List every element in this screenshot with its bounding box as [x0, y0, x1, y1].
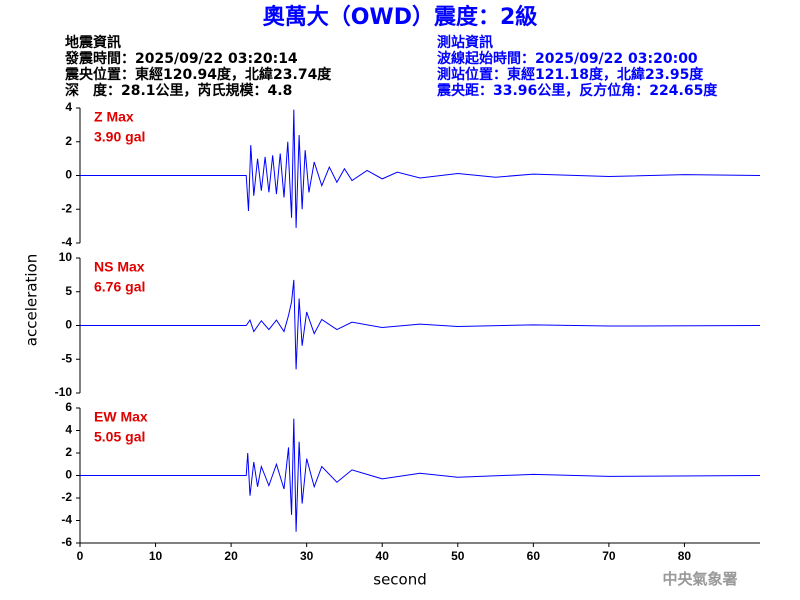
info-right: 震央距：33.96公里，反方位角：224.65度 — [436, 82, 718, 99]
y-tick-label: 0 — [65, 168, 72, 182]
max-label: NS Max — [94, 259, 145, 275]
info-left: 地震資訊 — [65, 34, 121, 51]
info-left: 深 度：28.1公里，芮氏規模：4.8 — [65, 82, 292, 99]
y-tick-label: 6 — [65, 400, 72, 414]
y-tick-label: -4 — [61, 513, 72, 527]
y-tick-label: 0 — [65, 318, 72, 332]
y-tick-label: -5 — [61, 351, 72, 365]
info-right: 測站資訊 — [437, 34, 493, 51]
y-tick-label: 2 — [65, 134, 72, 148]
max-label: Z Max — [94, 109, 134, 125]
y-tick-label: -4 — [61, 235, 72, 249]
y-tick-label: -2 — [61, 201, 72, 215]
x-tick-label: 60 — [527, 549, 541, 563]
y-tick-label: 4 — [65, 100, 72, 114]
max-label: 5.05 gal — [94, 429, 145, 445]
x-tick-label: 40 — [376, 549, 390, 563]
x-tick-label: 30 — [300, 549, 314, 563]
y-tick-label: 5 — [65, 284, 72, 298]
y-tick-label: 10 — [59, 250, 73, 264]
y-tick-label: -6 — [61, 535, 72, 549]
x-tick-label: 10 — [149, 549, 163, 563]
max-label: 3.90 gal — [94, 129, 145, 145]
x-tick-label: 70 — [602, 549, 616, 563]
y-tick-label: 2 — [65, 445, 72, 459]
waveform — [80, 279, 761, 370]
footer: 中央氣象署 — [662, 570, 737, 588]
y-tick-label: -10 — [55, 385, 73, 399]
x-tick-label: 50 — [451, 549, 465, 563]
info-left: 震央位置：東經120.94度，北緯23.74度 — [64, 66, 332, 83]
info-right: 測站位置：東經121.18度，北緯23.95度 — [437, 66, 704, 83]
y-tick-label: -2 — [61, 490, 72, 504]
waveform — [80, 418, 761, 532]
y-axis-label: acceleration — [23, 254, 41, 346]
x-tick-label: 0 — [77, 549, 84, 563]
x-tick-label: 20 — [224, 549, 238, 563]
x-axis-label: second — [373, 571, 427, 589]
max-label: 6.76 gal — [94, 279, 145, 295]
title: 奧萬大（OWD）震度：2級 — [263, 4, 538, 30]
y-tick-label: 0 — [65, 468, 72, 482]
info-left: 發震時間：2025/09/22 03:20:14 — [64, 50, 298, 67]
x-tick-label: 80 — [678, 549, 692, 563]
y-tick-label: 4 — [65, 423, 72, 437]
waveform — [80, 109, 761, 228]
info-right: 波線起始時間：2025/09/22 03:20:00 — [437, 50, 698, 67]
max-label: EW Max — [94, 409, 148, 425]
